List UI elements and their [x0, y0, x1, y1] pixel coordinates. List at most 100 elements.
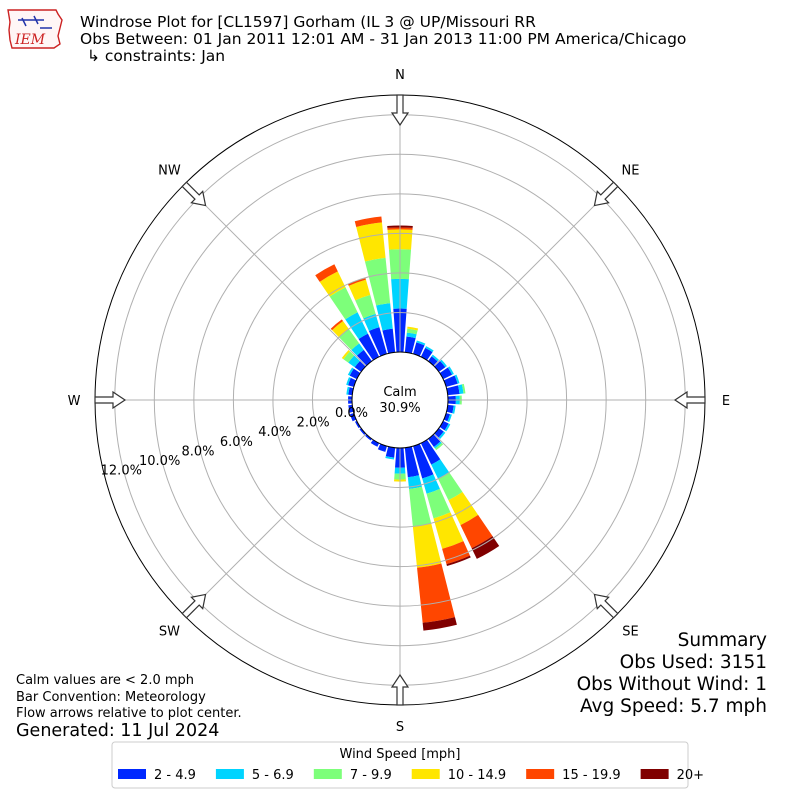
bar-segment-320deg-bin1: [356, 349, 372, 366]
bar-segment-170deg-bin1: [404, 446, 420, 478]
bar-segment-230deg-bin1: [359, 428, 366, 435]
flow-arrow-icon: [181, 593, 207, 619]
bar-segment-30deg-bin1: [420, 347, 433, 361]
flow-arrow-icon: [390, 673, 410, 706]
legend-swatch-1: [118, 769, 146, 779]
legend-swatch-4: [411, 769, 440, 779]
flow-arrow-shape: [94, 390, 127, 410]
bar-segment-340deg-bin1: [368, 327, 387, 357]
summary-block: Summary Obs Used: 3151 Obs Without Wind:…: [577, 630, 767, 717]
bar-segment-150deg-bin2: [431, 459, 450, 479]
bar-segment-250deg-bin1: [350, 413, 357, 422]
bar-segment-190deg-bin2: [385, 456, 395, 460]
bar-segment-80deg-bin3: [461, 383, 466, 394]
radial-tick-label: 10.0%: [139, 454, 180, 469]
compass-label-W: W: [68, 394, 81, 409]
bar-segment-350deg-bin5: [354, 216, 382, 227]
iem-logo: IEM: [7, 9, 63, 49]
bar-segment-100deg-bin1: [446, 404, 454, 414]
bar-segment-140deg-bin3: [435, 442, 444, 451]
bar-segment-110deg-bin2: [447, 414, 452, 423]
bar-segment-320deg-bin5: [330, 319, 344, 331]
bar-segment-160deg-bin2: [422, 474, 440, 494]
bar-segment-120deg-bin1: [439, 420, 449, 431]
grid-spoke-SW: [183, 433, 367, 617]
bar-segment-190deg-bin1: [385, 446, 396, 458]
flow-arrow-shape: [181, 181, 207, 207]
bar-segment-160deg-bin3: [426, 488, 451, 519]
bar-segment-330deg-bin5: [315, 264, 338, 282]
bar-segment-160deg-bin6: [446, 555, 471, 567]
radial-tick-labels: 0.0% 2.0% 4.0% 6.0% 8.0%10.0%12.0%: [101, 406, 368, 478]
bar-segment-310deg-bin4: [341, 349, 350, 360]
bar-segment-150deg-bin3: [438, 472, 463, 501]
bar-segment-20deg-bin2: [416, 340, 426, 346]
compass-label-S: S: [396, 720, 404, 735]
bar-segment-70deg-bin2: [454, 374, 460, 384]
bar-segment-150deg-bin5: [460, 514, 493, 549]
flow-arrow-shape: [390, 94, 410, 127]
bar-segment-150deg-bin4: [448, 492, 479, 526]
flow-arrow-icon: [390, 94, 410, 127]
legend-title: Wind Speed [mph]: [340, 747, 461, 762]
bar-segment-130deg-bin1: [434, 428, 444, 438]
flow-arrow-icon: [593, 593, 619, 619]
bar-segment-330deg-bin1: [358, 333, 380, 361]
bar-segment-350deg-bin4: [356, 222, 386, 262]
flow-arrow-shape: [673, 390, 706, 410]
bar-segment-60deg-bin2: [447, 366, 454, 375]
legend-label-3: 7 - 9.9: [350, 768, 392, 783]
legend-swatch-5: [526, 769, 555, 779]
bar-segment-10deg-bin1: [404, 336, 416, 354]
bar-segment-330deg-bin3: [329, 287, 358, 320]
radial-tick-label: 12.0%: [101, 463, 142, 478]
flow-arrow-icon: [593, 181, 619, 207]
summary-heading: Summary: [678, 630, 767, 651]
bar-segment-240deg-bin1: [355, 420, 361, 429]
radial-tick-label: 6.0%: [220, 435, 253, 450]
bar-segment-170deg-bin5: [417, 563, 455, 623]
bar-segment-20deg-bin1: [413, 342, 425, 357]
flow-arrow-icon: [181, 181, 207, 207]
legend: Wind Speed [mph] 2 - 4.9 5 - 6.9 7 - 9.9 10…: [111, 741, 704, 789]
summary-obs-without-wind: Obs Without Wind: 1: [577, 674, 767, 695]
bar-segment-80deg-bin2: [458, 384, 464, 394]
bar-segment-140deg-bin1: [428, 434, 441, 447]
compass-label-E: E: [722, 394, 730, 409]
bar-segment-340deg-bin2: [363, 313, 380, 331]
bar-segment-120deg-bin2: [444, 423, 451, 432]
bar-segment-110deg-bin1: [443, 413, 450, 422]
summary-obs-used: Obs Used: 3151: [620, 652, 767, 673]
bar-segment-310deg-bin3: [343, 351, 355, 363]
bar-segment-350deg-bin3: [364, 257, 391, 306]
bar-segment-280deg-bin2: [346, 386, 350, 395]
compass-label-SW: SW: [159, 625, 180, 640]
logo-text: IEM: [14, 32, 46, 48]
bar-segment-290deg-bin2: [346, 377, 351, 386]
generated-date: Generated: 11 Jul 2024: [16, 721, 219, 741]
bar-segment-330deg-bin4: [319, 271, 346, 297]
bar-segment-170deg-bin6: [422, 617, 457, 631]
bar-segment-310deg-bin2: [348, 355, 360, 368]
bar-segment-70deg-bin1: [443, 375, 458, 387]
bar-segment-40deg-bin2: [431, 354, 439, 362]
compass-label-SE: SE: [622, 625, 638, 640]
note-flow-arrows: Flow arrows relative to plot center.: [16, 706, 242, 721]
flow-arrow-icon: [673, 390, 706, 410]
compass-labels: N NE E SE S SW W NW: [68, 68, 731, 735]
legend-label-2: 5 - 6.9: [252, 768, 294, 783]
footer-notes: Calm values are < 2.0 mph Bar Convention…: [16, 673, 242, 741]
legend-label-1: 2 - 4.9: [154, 768, 196, 783]
radial-tick-label: 0.0%: [335, 406, 368, 421]
legend-items: 2 - 4.9 5 - 6.9 7 - 9.9 10 - 14.9 15 - 19.9 2…: [118, 768, 704, 783]
flow-arrow-shape: [593, 593, 619, 619]
legend-label-4: 10 - 14.9: [448, 768, 506, 783]
grid-spoke-SE: [433, 433, 617, 617]
summary-avg-speed: Avg Speed: 5.7 mph: [580, 696, 767, 717]
compass-label-N: N: [395, 68, 405, 83]
note-bar-convention: Bar Convention: Meteorology: [16, 690, 206, 705]
flow-arrow-shape: [593, 181, 619, 207]
bar-segment-350deg-bin1: [382, 328, 396, 354]
bar-segment-350deg-bin2: [376, 303, 393, 331]
bar-segment-320deg-bin4: [332, 320, 349, 338]
